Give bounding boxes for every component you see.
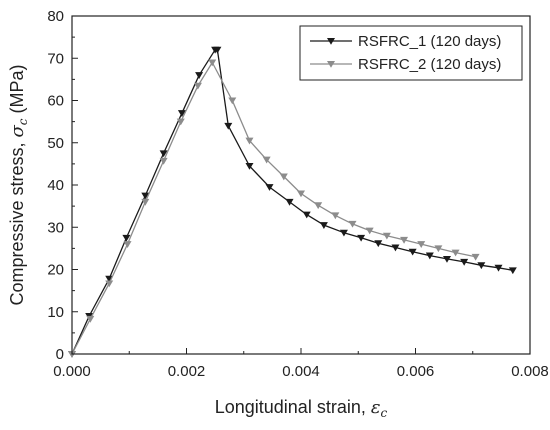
y-tick-label: 80 — [47, 8, 64, 25]
series-layer — [68, 46, 517, 358]
y-tick-label: 70 — [47, 50, 64, 67]
x-axis-title-symbol: ε — [371, 397, 381, 418]
x-tick-label: 0.006 — [397, 363, 435, 380]
series-2-point — [434, 245, 443, 253]
x-tick-label: 0.004 — [282, 363, 320, 380]
y-tick-label: 0 — [56, 346, 64, 363]
series-2-point — [193, 82, 202, 90]
series-1-point — [141, 192, 150, 200]
series-1-point — [460, 258, 469, 266]
series-1-point — [177, 110, 186, 117]
series-2-point — [297, 190, 305, 198]
series-1-point — [245, 162, 254, 170]
series-2-point — [105, 280, 114, 288]
x-axis-title: Longitudinal strain, εc — [215, 397, 388, 420]
series-1-point — [477, 262, 486, 270]
y-axis-title-symbol: σ — [7, 124, 28, 137]
y-axis-title-unit: (MPa) — [7, 64, 27, 118]
y-axis-title-subscript: c — [16, 118, 30, 125]
series-2-point — [176, 118, 185, 126]
y-tick-label: 40 — [47, 177, 64, 194]
x-axis-title-subscript: c — [381, 406, 388, 420]
series-2-point — [123, 241, 132, 248]
series-1-point — [122, 234, 131, 242]
plot-frame — [71, 15, 531, 355]
tick-labels: 0.000 0.002 0.004 0.006 0.008 0 10 20 30 40 50 60 70… — [47, 8, 548, 380]
legend-swatch-marker — [327, 38, 335, 45]
y-tick-label: 30 — [47, 219, 64, 236]
series-2-point — [245, 137, 254, 145]
series-1-point — [425, 252, 434, 260]
series-2-point — [471, 253, 480, 261]
legend-swatch-marker — [327, 61, 335, 68]
series-2-point — [400, 236, 409, 244]
y-tick-label: 20 — [47, 262, 64, 279]
legend-label: RSFRC_2 (120 days) — [358, 56, 501, 73]
series-1-point — [213, 46, 222, 54]
series-2-point — [348, 220, 357, 228]
series-2-point — [314, 202, 323, 210]
legend: RSFRC_1 (120 days) RSFRC_2 (120 days) — [299, 25, 523, 81]
series-1-point — [508, 267, 517, 275]
x-tick-label: 0.002 — [168, 363, 206, 380]
series-1-point — [339, 229, 348, 237]
legend-label: RSFRC_1 (120 days) — [358, 33, 501, 50]
series-2-point — [331, 212, 340, 220]
series-1-point — [319, 222, 328, 229]
series-1-point — [285, 198, 294, 206]
series-1-point — [494, 264, 503, 272]
series-2-point — [365, 227, 374, 235]
series-2-point — [141, 198, 150, 206]
series-2-point — [208, 59, 217, 67]
series-1-point — [357, 234, 366, 242]
series-1 — [68, 46, 517, 358]
series-1-point — [265, 184, 274, 191]
series-2-point — [86, 315, 95, 323]
series-1-point — [224, 122, 233, 130]
y-tick-label: 60 — [47, 93, 64, 110]
series-1-point — [302, 211, 311, 219]
x-tick-label: 0.000 — [53, 363, 91, 380]
series-2 — [68, 59, 480, 358]
x-tick-label: 0.008 — [511, 363, 549, 380]
series-1-point — [374, 240, 383, 248]
series-2-line — [71, 61, 476, 355]
y-tick-label: 50 — [47, 135, 64, 152]
x-axis-title-text: Longitudinal strain, — [215, 397, 371, 417]
series-1-point — [159, 150, 168, 158]
y-axis-title-text: Compressive stress, — [7, 137, 27, 305]
series-1-point — [408, 248, 417, 256]
series-2-point — [382, 232, 391, 240]
series-2-point — [159, 157, 168, 165]
series-2-point — [262, 156, 271, 164]
series-2-point — [228, 97, 237, 105]
y-axis-title: Compressive stress, σc (MPa) — [7, 64, 30, 305]
legend-item-1: RSFRC_1 (120 days) — [310, 33, 501, 50]
series-1-point — [391, 244, 400, 252]
series-1-point — [195, 72, 204, 79]
y-tick-label: 10 — [47, 304, 64, 321]
series-2-point — [451, 249, 460, 257]
series-2-point — [417, 241, 426, 248]
legend-item-2: RSFRC_2 (120 days) — [310, 56, 501, 73]
series-1-line — [71, 49, 513, 355]
series-1-point — [105, 275, 114, 283]
legend-box — [299, 25, 523, 81]
series-1-point — [442, 255, 451, 263]
series-2-point — [279, 173, 288, 181]
